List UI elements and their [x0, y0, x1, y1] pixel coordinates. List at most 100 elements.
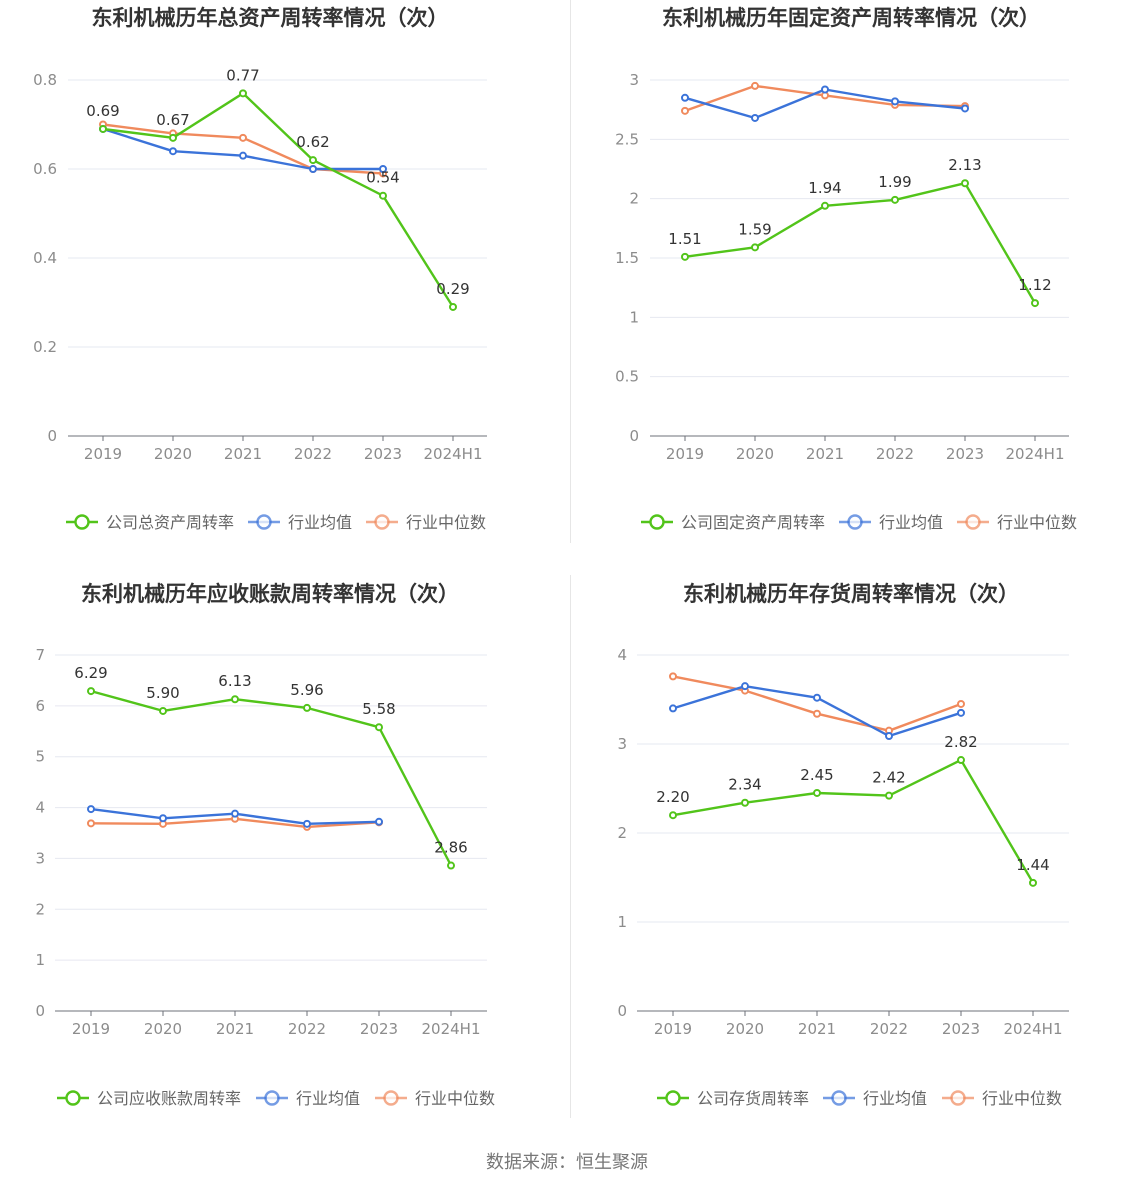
data-point-company	[681, 252, 689, 261]
legend-marker-icon	[831, 1090, 847, 1106]
data-point-industry_avg	[169, 147, 177, 156]
y-tick-label: 2.5	[615, 130, 639, 148]
data-label: 1.44	[1016, 856, 1049, 874]
x-tick-label: 2019	[654, 1020, 692, 1038]
data-point-industry_avg	[309, 165, 317, 173]
legend-item-industry_median: 行业中位数	[375, 1089, 495, 1108]
legend-label: 公司总资产周转率	[106, 513, 234, 532]
data-point-industry_avg	[239, 151, 247, 160]
legend-marker-icon	[665, 1090, 681, 1106]
data-label: 5.96	[290, 681, 323, 699]
data-point-company	[1029, 878, 1037, 887]
y-tick-label: 3	[617, 735, 627, 753]
x-tick-label: 2021	[798, 1020, 836, 1038]
data-point-company	[957, 756, 965, 765]
data-point-industry_median	[813, 709, 821, 718]
y-tick-label: 3	[629, 71, 639, 89]
data-label: 1.51	[668, 230, 701, 248]
data-label: 5.90	[146, 684, 179, 702]
data-point-industry_median	[751, 81, 759, 90]
data-point-industry_avg	[379, 165, 387, 173]
chart-title: 东利机械历年存货周转率情况（次）	[683, 582, 1019, 606]
legend-label: 行业中位数	[415, 1089, 495, 1108]
legend-marker-icon	[74, 514, 90, 530]
chart-panel-2: 东利机械历年固定资产周转率情况（次） 0 0.5 1 1.5 2 2.5 3 2019 2020 2…	[615, 6, 1077, 532]
legend-marker-icon	[264, 1090, 280, 1106]
legend-label: 行业中位数	[982, 1089, 1062, 1108]
legend-label: 行业均值	[296, 1089, 360, 1108]
data-point-industry_avg	[957, 708, 965, 717]
legend-label: 公司固定资产周转率	[681, 513, 825, 532]
legend-label: 行业均值	[879, 513, 943, 532]
data-point-company	[375, 723, 383, 732]
data-point-industry_avg	[885, 731, 893, 740]
x-tick-label: 2022	[876, 445, 914, 463]
y-tick-label: 2	[35, 900, 45, 918]
data-point-industry_avg	[751, 113, 759, 122]
y-tick-label: 7	[35, 646, 45, 664]
data-point-industry_avg	[821, 85, 829, 94]
legend-item-industry_avg: 行业均值	[248, 513, 352, 532]
y-tick-label: 1	[35, 951, 45, 969]
series-line-company	[90, 689, 453, 867]
data-point-industry_avg	[303, 819, 311, 828]
data-label: 1.99	[878, 173, 911, 191]
data-point-industry_median	[681, 106, 689, 115]
chart-title: 东利机械历年固定资产周转率情况（次）	[662, 6, 1040, 30]
x-tick-label: 2020	[144, 1020, 182, 1038]
data-point-company	[751, 243, 759, 252]
x-tick-label: 2022	[294, 445, 332, 463]
legend-marker-icon	[374, 514, 390, 530]
x-tick-label: 2022	[288, 1020, 326, 1038]
data-point-industry_avg	[681, 93, 689, 102]
data-point-company	[169, 133, 177, 142]
x-tick-label: 2019	[84, 445, 122, 463]
legend-marker-icon	[649, 514, 665, 530]
y-tick-label: 0	[35, 1002, 45, 1020]
legend-marker-icon	[65, 1090, 81, 1106]
data-point-industry_median	[87, 819, 95, 828]
data-point-company	[303, 703, 311, 712]
data-point-industry_avg	[741, 682, 749, 691]
legend-item-company: 公司应收账款周转率	[57, 1089, 241, 1108]
y-tick-label: 0.5	[615, 368, 639, 386]
legend-marker-icon	[950, 1090, 966, 1106]
data-point-company	[447, 861, 455, 870]
y-tick-label: 3	[35, 849, 45, 867]
data-point-industry_median	[239, 133, 247, 142]
data-point-company	[821, 201, 829, 210]
data-source-footer: 数据来源：恒生聚源	[486, 1152, 648, 1173]
chart-title: 东利机械历年总资产周转率情况（次）	[92, 6, 449, 30]
data-point-company	[87, 687, 95, 696]
data-label: 2.86	[434, 839, 467, 857]
data-point-company	[891, 195, 899, 204]
y-tick-label: 1	[617, 913, 627, 931]
x-tick-label: 2023	[942, 1020, 980, 1038]
y-tick-label: 0.6	[33, 160, 57, 178]
x-tick-label: 2022	[870, 1020, 908, 1038]
data-label: 6.13	[218, 672, 251, 690]
y-tick-label: 0	[629, 427, 639, 445]
legend-label: 公司存货周转率	[697, 1089, 809, 1108]
y-tick-label: 0	[617, 1002, 627, 1020]
data-label: 2.34	[728, 776, 761, 794]
data-point-company	[159, 706, 167, 715]
legend-item-industry_avg: 行业均值	[823, 1089, 927, 1108]
y-tick-label: 0.2	[33, 338, 57, 356]
legend-item-industry_avg: 行业均值	[839, 513, 943, 532]
panel-divider-top	[570, 0, 571, 543]
data-point-industry_avg	[87, 805, 95, 814]
legend-item-industry_avg: 行业均值	[256, 1089, 360, 1108]
x-tick-label: 2023	[364, 445, 402, 463]
legend-marker-icon	[847, 514, 863, 530]
data-point-industry_avg	[375, 817, 383, 826]
chart-panel-4: 东利机械历年存货周转率情况（次） 0 1 2 3 4 2019 2020 2021 2022 202…	[617, 582, 1069, 1108]
chart-panel-1: 东利机械历年总资产周转率情况（次） 0 0.2 0.4 0.6 0.8 2019 2020 20…	[33, 6, 487, 532]
data-point-company	[885, 791, 893, 800]
data-point-company	[741, 798, 749, 807]
series-line-industry_median	[102, 123, 384, 175]
x-tick-label: 2023	[946, 445, 984, 463]
data-label: 1.12	[1018, 276, 1051, 294]
y-tick-label: 1.5	[615, 249, 639, 267]
data-point-industry_median	[957, 699, 965, 708]
